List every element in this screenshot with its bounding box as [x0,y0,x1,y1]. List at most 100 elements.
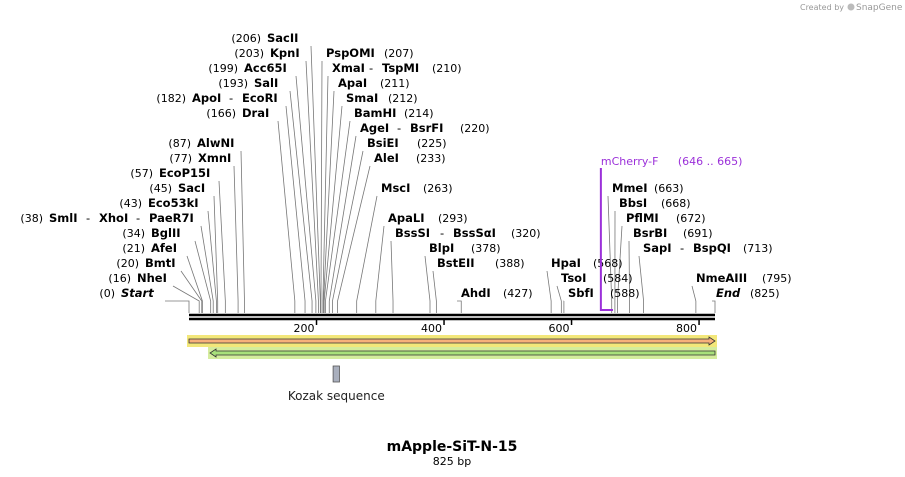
site-position-xmni: (77) [169,152,192,165]
site-name-apai[interactable]: ApaI [338,76,367,90]
site-position-nhei: (16) [108,272,131,285]
primer[interactable]: mCherry-F (646 .. 665) [599,155,743,311]
site-name-ahdi[interactable]: AhdI [461,286,491,300]
site-leader-start [165,300,190,313]
site-position-bmti: (20) [116,257,139,270]
site-position-apoi-ecori: (182) [156,92,186,105]
feature-kozak-box[interactable] [332,365,340,383]
site-name-sbfi[interactable]: SbfI [568,286,594,300]
site-name-alwni[interactable]: AlwNI [197,136,234,150]
site-leader-bsssi-bsss-i [390,240,394,313]
sequence-bar: 200 400 600 800 [189,313,715,335]
site-leader-eco53ki [207,210,217,313]
site-position-msci: (263) [423,182,453,195]
site-name-bsssi[interactable]: BssSI [395,226,430,240]
ruler-tick-label: 200 [294,322,315,335]
site-separator: - [229,91,233,105]
site-name-mmei[interactable]: MmeI [612,181,648,195]
site-name-sapi[interactable]: SapI [643,241,672,255]
site-leader-nmeaiii [691,285,697,313]
site-name-xmai[interactable]: XmaI [332,61,365,75]
site-name-smli[interactable]: SmlI [49,211,78,225]
site-name-ecop15i[interactable]: EcoP15I [159,166,210,180]
site-position-afei: (21) [122,242,145,255]
primer-mark[interactable] [599,168,613,311]
site-position-drai: (166) [206,107,236,120]
site-leader-bmti [180,270,203,313]
site-name-afei[interactable]: AfeI [151,241,177,255]
site-leader-alei [337,165,371,313]
site-name-pflmi[interactable]: PflMI [626,211,659,225]
feature-green-arrow[interactable] [209,348,716,358]
site-name-nmeaiii[interactable]: NmeAIII [696,271,747,285]
site-name-bsteii[interactable]: BstEII [437,256,475,270]
site-name-agei[interactable]: AgeI [360,121,389,135]
site-position-pspomi: (207) [384,47,414,60]
site-name-acc65i[interactable]: Acc65I [244,61,287,75]
site-leader-drai [277,120,296,313]
site-leader-smli-xhoi-paer7i [200,225,214,313]
site-separator: - [680,241,684,255]
site-leader-bsrbi [628,240,630,313]
site-position-bsrbi: (691) [683,227,713,240]
site-name-tspmi[interactable]: TspMI [382,61,419,75]
site-name-xmni[interactable]: XmnI [198,151,231,165]
site-name-bglii[interactable]: BglII [151,226,181,240]
site-leader-saci [213,195,219,313]
ruler-tick-label: 800 [676,322,697,335]
site-position-ahdi: (427) [503,287,533,300]
site-name-xhoi[interactable]: XhoI [99,211,128,225]
site-name-apoi[interactable]: ApoI [192,91,221,105]
site-leader-end [712,300,716,313]
site-name-bsrbi[interactable]: BsrBI [633,226,667,240]
map-length: 825 bp [433,455,471,468]
site-name-bmti[interactable]: BmtI [145,256,176,270]
site-name-bspqi[interactable]: BspQI [693,241,731,255]
site-position-eco53ki: (43) [119,197,142,210]
site-separator: - [86,211,90,225]
site-name-apali[interactable]: ApaLI [388,211,425,225]
site-leader-nhei [172,285,200,313]
site-leader-acc65i [295,75,317,313]
site-position-ecop15i: (57) [130,167,153,180]
site-name-msci[interactable]: MscI [381,181,410,195]
site-name-eco53ki[interactable]: Eco53kI [148,196,199,210]
site-name-pspomi[interactable]: PspOMI [326,46,375,60]
feature-kozak-label: Kozak sequence [288,389,385,403]
site-position-bamhi: (214) [404,107,434,120]
site-name-start[interactable]: Start [121,286,154,300]
site-leader-apali [375,225,385,313]
site-name-alei[interactable]: AleI [374,151,399,165]
site-name-ecori[interactable]: EcoRI [242,91,278,105]
site-name-bsss-i[interactable]: BssSαI [453,226,496,240]
site-separator: - [136,211,140,225]
site-leader-apoi-ecori [285,105,306,313]
site-name-end[interactable]: End [716,286,741,300]
site-name-sacii[interactable]: SacII [267,31,298,45]
site-name-blpi[interactable]: BlpI [429,241,454,255]
site-name-smai[interactable]: SmaI [346,91,378,105]
site-name-drai[interactable]: DraI [242,106,269,120]
site-leader-smai [323,105,343,313]
site-position-xmai-tspmi: (210) [432,62,462,75]
site-name-bsrfi[interactable]: BsrFI [410,121,443,135]
site-name-bsiei[interactable]: BsiEI [367,136,399,150]
site-name-saci[interactable]: SacI [178,181,205,195]
site-name-bamhi[interactable]: BamHI [354,106,396,120]
site-position-bsssi-bsss-i: (320) [511,227,541,240]
site-leader-bsteii [432,270,437,313]
site-name-hpai[interactable]: HpaI [551,256,581,270]
site-name-paer7i[interactable]: PaeR7I [149,211,194,225]
feature-orange-arrow[interactable] [188,336,716,346]
site-name-tsoi[interactable]: TsoI [561,271,586,285]
credit-brand: SnapGene [856,3,903,13]
site-name-kpni[interactable]: KpnI [270,46,300,60]
site-position-nmeaiii: (795) [762,272,792,285]
features: Kozak sequence [187,335,718,403]
site-name-bbsi[interactable]: BbsI [619,196,647,210]
site-position-hpai: (568) [593,257,623,270]
site-leader-tsoi [556,285,562,313]
site-name-nhei[interactable]: NheI [137,271,167,285]
primer-name[interactable]: mCherry-F [601,155,659,168]
site-name-sali[interactable]: SalI [254,76,278,90]
